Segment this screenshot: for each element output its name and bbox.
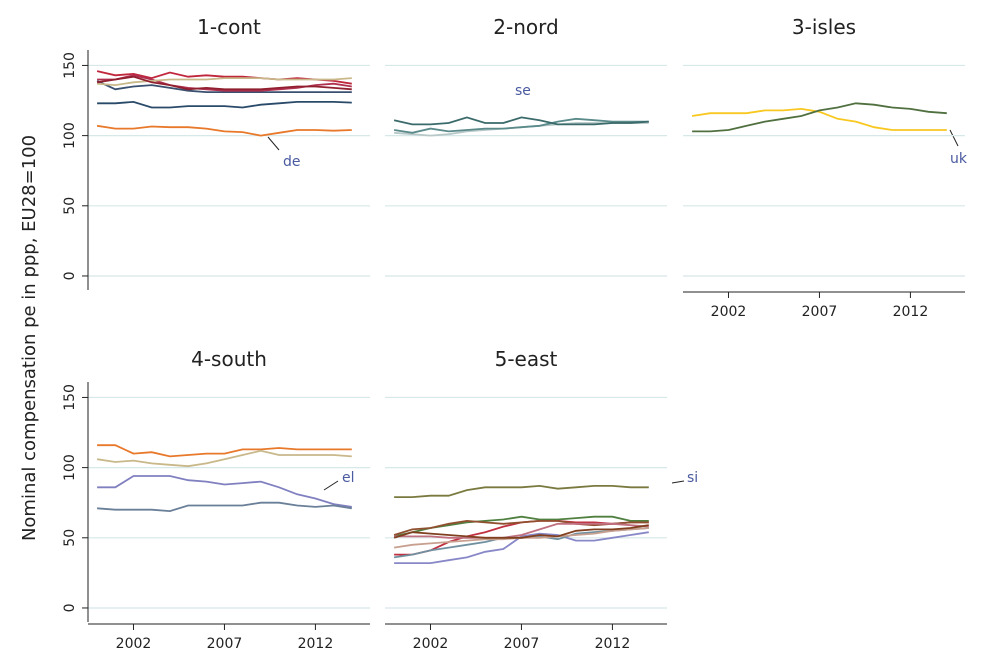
series-line: [96, 449, 352, 468]
annotation: si: [687, 470, 698, 486]
leader-line: [267, 136, 280, 151]
x-tick-label: 2002: [413, 636, 449, 648]
panel-title: 1-cont: [197, 15, 261, 39]
series-line: [394, 484, 649, 498]
x-tick-label: 2007: [504, 636, 540, 648]
leader-line: [949, 129, 959, 147]
series-line: [393, 524, 649, 539]
series-line: [692, 102, 947, 133]
x-tick-label: 2002: [116, 636, 152, 648]
x-tick-label: 2007: [802, 304, 838, 320]
x-tick-label: 2012: [893, 304, 929, 320]
y-tick-label: 150: [62, 52, 78, 79]
series-line: [96, 80, 352, 93]
y-tick-label: 50: [62, 529, 78, 547]
x-tick-label: 2012: [298, 636, 334, 648]
leader-line: [323, 480, 339, 491]
series-line: [96, 124, 352, 137]
series-line: [393, 117, 649, 134]
y-tick-label: 100: [62, 122, 78, 149]
leader-line: [671, 480, 685, 484]
y-tick-label: 0: [62, 272, 78, 281]
y-tick-label: 50: [62, 197, 78, 215]
x-tick-label: 2007: [207, 636, 243, 648]
panel-title: 3-isles: [792, 15, 856, 39]
y-tick-label: 0: [62, 604, 78, 613]
series-line: [97, 444, 352, 458]
panel-title: 4-south: [191, 347, 267, 371]
series-line: [394, 531, 649, 564]
series-line: [97, 100, 352, 109]
annotation: uk: [950, 151, 968, 167]
series-line: [97, 77, 352, 87]
series-line: [393, 116, 649, 126]
y-axis-label: Nominal compensation pe in ppp, EU28=100: [19, 135, 40, 541]
annotation: el: [342, 470, 355, 486]
y-tick-label: 100: [62, 454, 78, 481]
series-line: [96, 75, 352, 91]
panel-title: 5-east: [495, 347, 558, 371]
series-line: [691, 107, 947, 131]
annotation: de: [283, 154, 301, 170]
series-line: [394, 522, 649, 539]
panel-title: 2-nord: [493, 15, 558, 39]
annotation: se: [515, 83, 531, 99]
x-tick-label: 2012: [595, 636, 631, 648]
series-line: [97, 501, 352, 513]
y-tick-label: 150: [62, 384, 78, 411]
x-tick-label: 2002: [711, 304, 747, 320]
series-line: [97, 475, 352, 508]
